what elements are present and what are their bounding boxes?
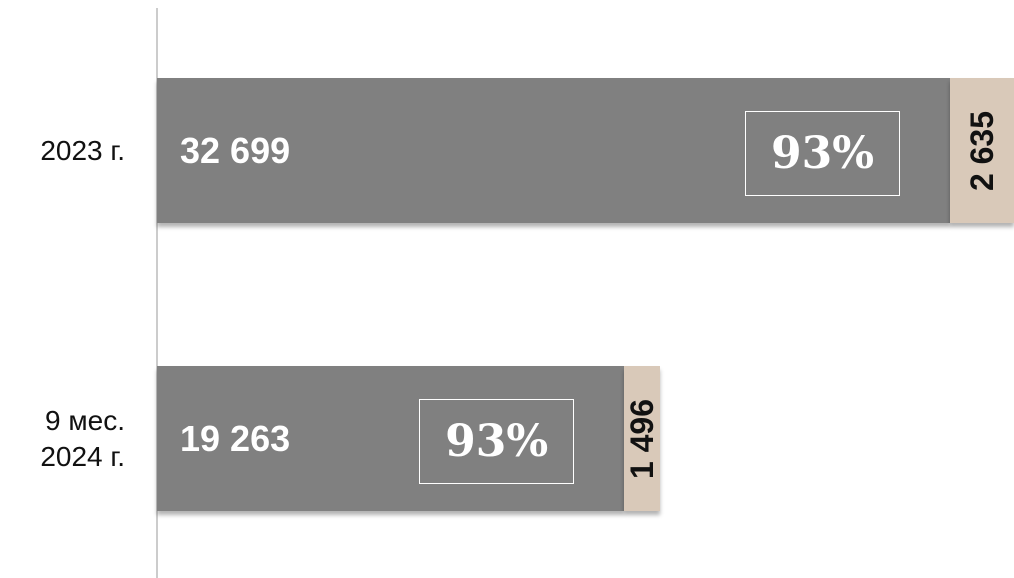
category-label: 2023 г.	[40, 134, 125, 166]
share-box: 93%	[419, 399, 575, 484]
value-label: 19 263	[180, 417, 291, 459]
axis-line	[156, 8, 158, 578]
value-label: 2 635	[964, 110, 1001, 191]
category-label: 9 мес. 2024 г.	[40, 404, 125, 472]
value-label: 1 496	[624, 398, 661, 479]
bar-segment	[157, 366, 625, 511]
value-label: 32 699	[180, 129, 291, 171]
share-box: 93%	[745, 111, 901, 196]
bar-segment	[624, 366, 661, 511]
bar-segment	[157, 78, 951, 223]
bar-segment	[950, 78, 1014, 223]
